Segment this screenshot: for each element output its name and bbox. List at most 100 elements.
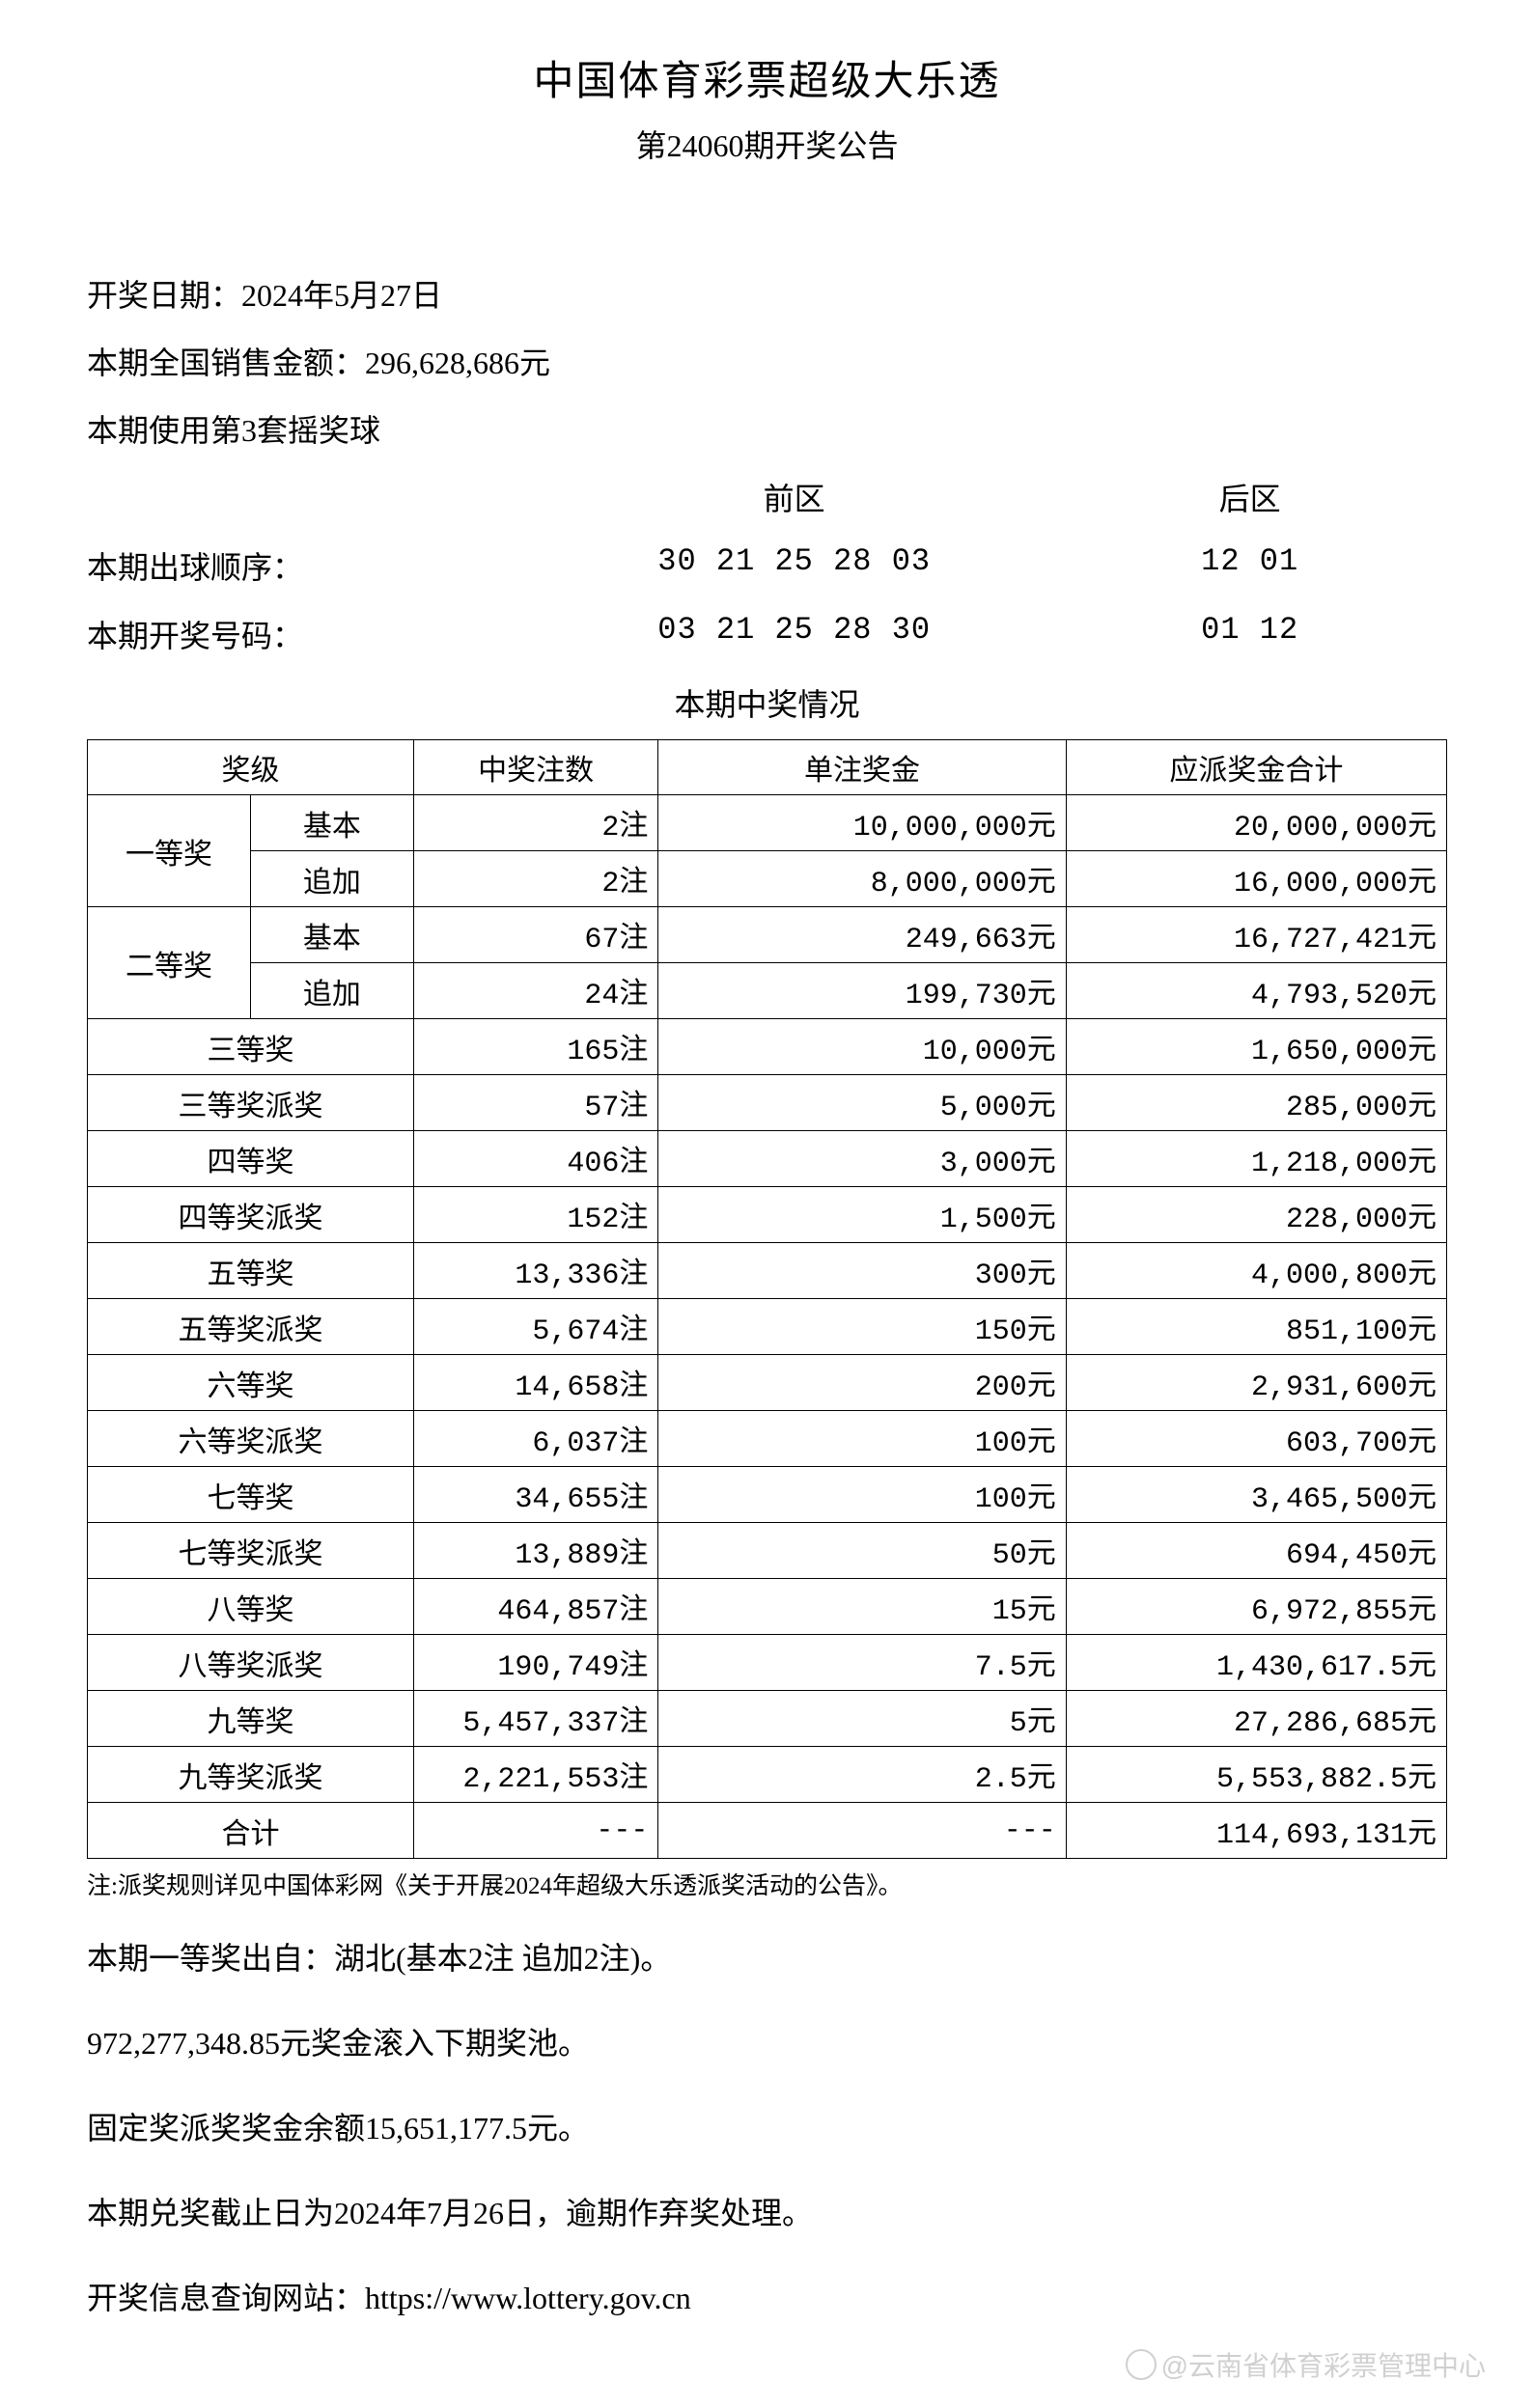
row-count: 2注 — [413, 851, 657, 907]
row-per: 3,000元 — [658, 1131, 1066, 1187]
row-total: 1,430,617.5元 — [1066, 1635, 1446, 1691]
row-count: 34,655注 — [413, 1467, 657, 1523]
sales-value: 296,628,686元 — [365, 346, 550, 380]
row-per: --- — [658, 1803, 1066, 1859]
table-note: 注:派奖规则详见中国体彩网《关于开展2024年超级大乐透派奖活动的公告》。 — [87, 1867, 1447, 1901]
back-zone-label: 后区 — [1052, 475, 1447, 519]
table-row: 七等奖 34,655注 100元 3,465,500元 — [88, 1467, 1447, 1523]
table-row: 追加 24注 199,730元 4,793,520元 — [88, 963, 1447, 1019]
row-total: 4,000,800元 — [1066, 1243, 1446, 1299]
row-per: 5元 — [658, 1691, 1066, 1747]
table-row: 九等奖派奖 2,221,553注 2.5元 5,553,882.5元 — [88, 1747, 1447, 1803]
row-count: 5,457,337注 — [413, 1691, 657, 1747]
header-count: 中奖注数 — [413, 740, 657, 795]
row-total: 5,553,882.5元 — [1066, 1747, 1446, 1803]
winning-back: 01 12 — [1052, 612, 1447, 656]
row-count: 67注 — [413, 907, 657, 963]
row-total: 6,972,855元 — [1066, 1579, 1446, 1635]
row-level: 六等奖派奖 — [88, 1411, 414, 1467]
row-count: 24注 — [413, 963, 657, 1019]
draw-date-value: 2024年5月27日 — [241, 278, 442, 313]
row-per: 200元 — [658, 1355, 1066, 1411]
row-level: 八等奖派奖 — [88, 1635, 414, 1691]
row-per: 1,500元 — [658, 1187, 1066, 1243]
draw-date-label: 开奖日期： — [87, 278, 241, 313]
row-level: 九等奖派奖 — [88, 1747, 414, 1803]
draw-date-line: 开奖日期：2024年5月27日 — [87, 272, 1447, 318]
draw-order-back: 12 01 — [1052, 543, 1447, 588]
table-row: 追加 2注 8,000,000元 16,000,000元 — [88, 851, 1447, 907]
table-row: 四等奖派奖 152注 1,500元 228,000元 — [88, 1187, 1447, 1243]
row-per: 50元 — [658, 1523, 1066, 1579]
row-per: 199,730元 — [658, 963, 1066, 1019]
row-level: 六等奖 — [88, 1355, 414, 1411]
sales-line: 本期全国销售金额：296,628,686元 — [87, 340, 1447, 386]
footer-line-3: 固定奖派奖奖金余额15,651,177.5元。 — [87, 2105, 1447, 2151]
row-total: 27,286,685元 — [1066, 1691, 1446, 1747]
row-level: 九等奖 — [88, 1691, 414, 1747]
watermark-text: @云南省体育彩票管理中心 — [1161, 2345, 1486, 2384]
row-per: 100元 — [658, 1467, 1066, 1523]
row-count: 5,674注 — [413, 1299, 657, 1355]
front-zone-label: 前区 — [536, 475, 1052, 519]
footer-line-2: 972,277,348.85元奖金滚入下期奖池。 — [87, 2020, 1447, 2066]
weibo-icon — [1126, 2349, 1157, 2380]
row-level: 七等奖派奖 — [88, 1523, 414, 1579]
row-total: 16,727,421元 — [1066, 907, 1446, 963]
table-row: 三等奖 165注 10,000元 1,650,000元 — [88, 1019, 1447, 1075]
row-count: 152注 — [413, 1187, 657, 1243]
row-total: 114,693,131元 — [1066, 1803, 1446, 1859]
row-per: 5,000元 — [658, 1075, 1066, 1131]
row-count: 13,336注 — [413, 1243, 657, 1299]
row-count: 2注 — [413, 795, 657, 851]
row-per: 2.5元 — [658, 1747, 1066, 1803]
row-count: 464,857注 — [413, 1579, 657, 1635]
row-total: 1,650,000元 — [1066, 1019, 1446, 1075]
table-row: 八等奖 464,857注 15元 6,972,855元 — [88, 1579, 1447, 1635]
page-title: 中国体育彩票超级大乐透 — [87, 48, 1447, 107]
table-row: 七等奖派奖 13,889注 50元 694,450元 — [88, 1523, 1447, 1579]
table-header-row: 奖级 中奖注数 单注奖金 应派奖金合计 — [88, 740, 1447, 795]
row-total: 2,931,600元 — [1066, 1355, 1446, 1411]
row-count: 14,658注 — [413, 1355, 657, 1411]
row-count: --- — [413, 1803, 657, 1859]
footer-line-1: 本期一等奖出自：湖北(基本2注 追加2注)。 — [87, 1935, 1447, 1981]
table-row: 五等奖 13,336注 300元 4,000,800元 — [88, 1243, 1447, 1299]
tier2-label: 二等奖 — [88, 907, 251, 1019]
row-total: 603,700元 — [1066, 1411, 1446, 1467]
table-row: 四等奖 406注 3,000元 1,218,000元 — [88, 1131, 1447, 1187]
watermark: @云南省体育彩票管理中心 — [1126, 2345, 1486, 2384]
row-sub: 基本 — [250, 795, 413, 851]
row-count: 2,221,553注 — [413, 1747, 657, 1803]
table-row: 九等奖 5,457,337注 5元 27,286,685元 — [88, 1691, 1447, 1747]
draw-order-label: 本期出球顺序： — [87, 543, 536, 588]
draw-order-front: 30 21 25 28 03 — [536, 543, 1052, 588]
row-count: 57注 — [413, 1075, 657, 1131]
table-row: 六等奖派奖 6,037注 100元 603,700元 — [88, 1411, 1447, 1467]
row-level: 五等奖派奖 — [88, 1299, 414, 1355]
row-level: 五等奖 — [88, 1243, 414, 1299]
row-total: 4,793,520元 — [1066, 963, 1446, 1019]
row-per: 8,000,000元 — [658, 851, 1066, 907]
numbers-section: 前区 后区 本期出球顺序： 30 21 25 28 03 12 01 本期开奖号… — [87, 475, 1447, 656]
footer-line-5: 开奖信息查询网站：https://www.lottery.gov.cn — [87, 2275, 1447, 2321]
row-per: 249,663元 — [658, 907, 1066, 963]
row-level: 四等奖派奖 — [88, 1187, 414, 1243]
table-row: 合计 --- --- 114,693,131元 — [88, 1803, 1447, 1859]
row-sub: 基本 — [250, 907, 413, 963]
row-per: 7.5元 — [658, 1635, 1066, 1691]
row-count: 406注 — [413, 1131, 657, 1187]
row-level: 三等奖 — [88, 1019, 414, 1075]
table-row: 六等奖 14,658注 200元 2,931,600元 — [88, 1355, 1447, 1411]
row-level: 四等奖 — [88, 1131, 414, 1187]
row-total: 285,000元 — [1066, 1075, 1446, 1131]
tier1-label: 一等奖 — [88, 795, 251, 907]
row-count: 165注 — [413, 1019, 657, 1075]
row-per: 10,000元 — [658, 1019, 1066, 1075]
winning-label: 本期开奖号码： — [87, 612, 536, 656]
row-total: 228,000元 — [1066, 1187, 1446, 1243]
row-per: 150元 — [658, 1299, 1066, 1355]
row-per: 10,000,000元 — [658, 795, 1066, 851]
row-total: 3,465,500元 — [1066, 1467, 1446, 1523]
header-total: 应派奖金合计 — [1066, 740, 1446, 795]
